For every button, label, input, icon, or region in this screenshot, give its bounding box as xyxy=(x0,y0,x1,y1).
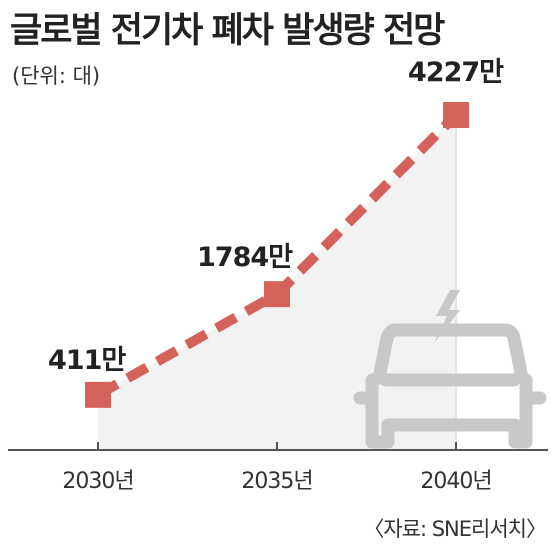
x-tick-label: 2035년 xyxy=(241,469,312,494)
data-point-marker xyxy=(443,102,469,128)
data-label: 411만 xyxy=(48,345,126,376)
data-point-marker xyxy=(264,281,290,307)
x-tick-label: 2040년 xyxy=(420,469,491,494)
x-tick-label: 2030년 xyxy=(62,469,133,494)
data-label: 4227만 xyxy=(408,57,504,88)
x-tick-labels: 2030년 2035년 2040년 xyxy=(62,469,491,494)
data-point-marker xyxy=(85,382,111,408)
source-note: 〈자료: SNE리서치〉 xyxy=(363,513,546,543)
data-label: 1784만 xyxy=(197,242,293,273)
